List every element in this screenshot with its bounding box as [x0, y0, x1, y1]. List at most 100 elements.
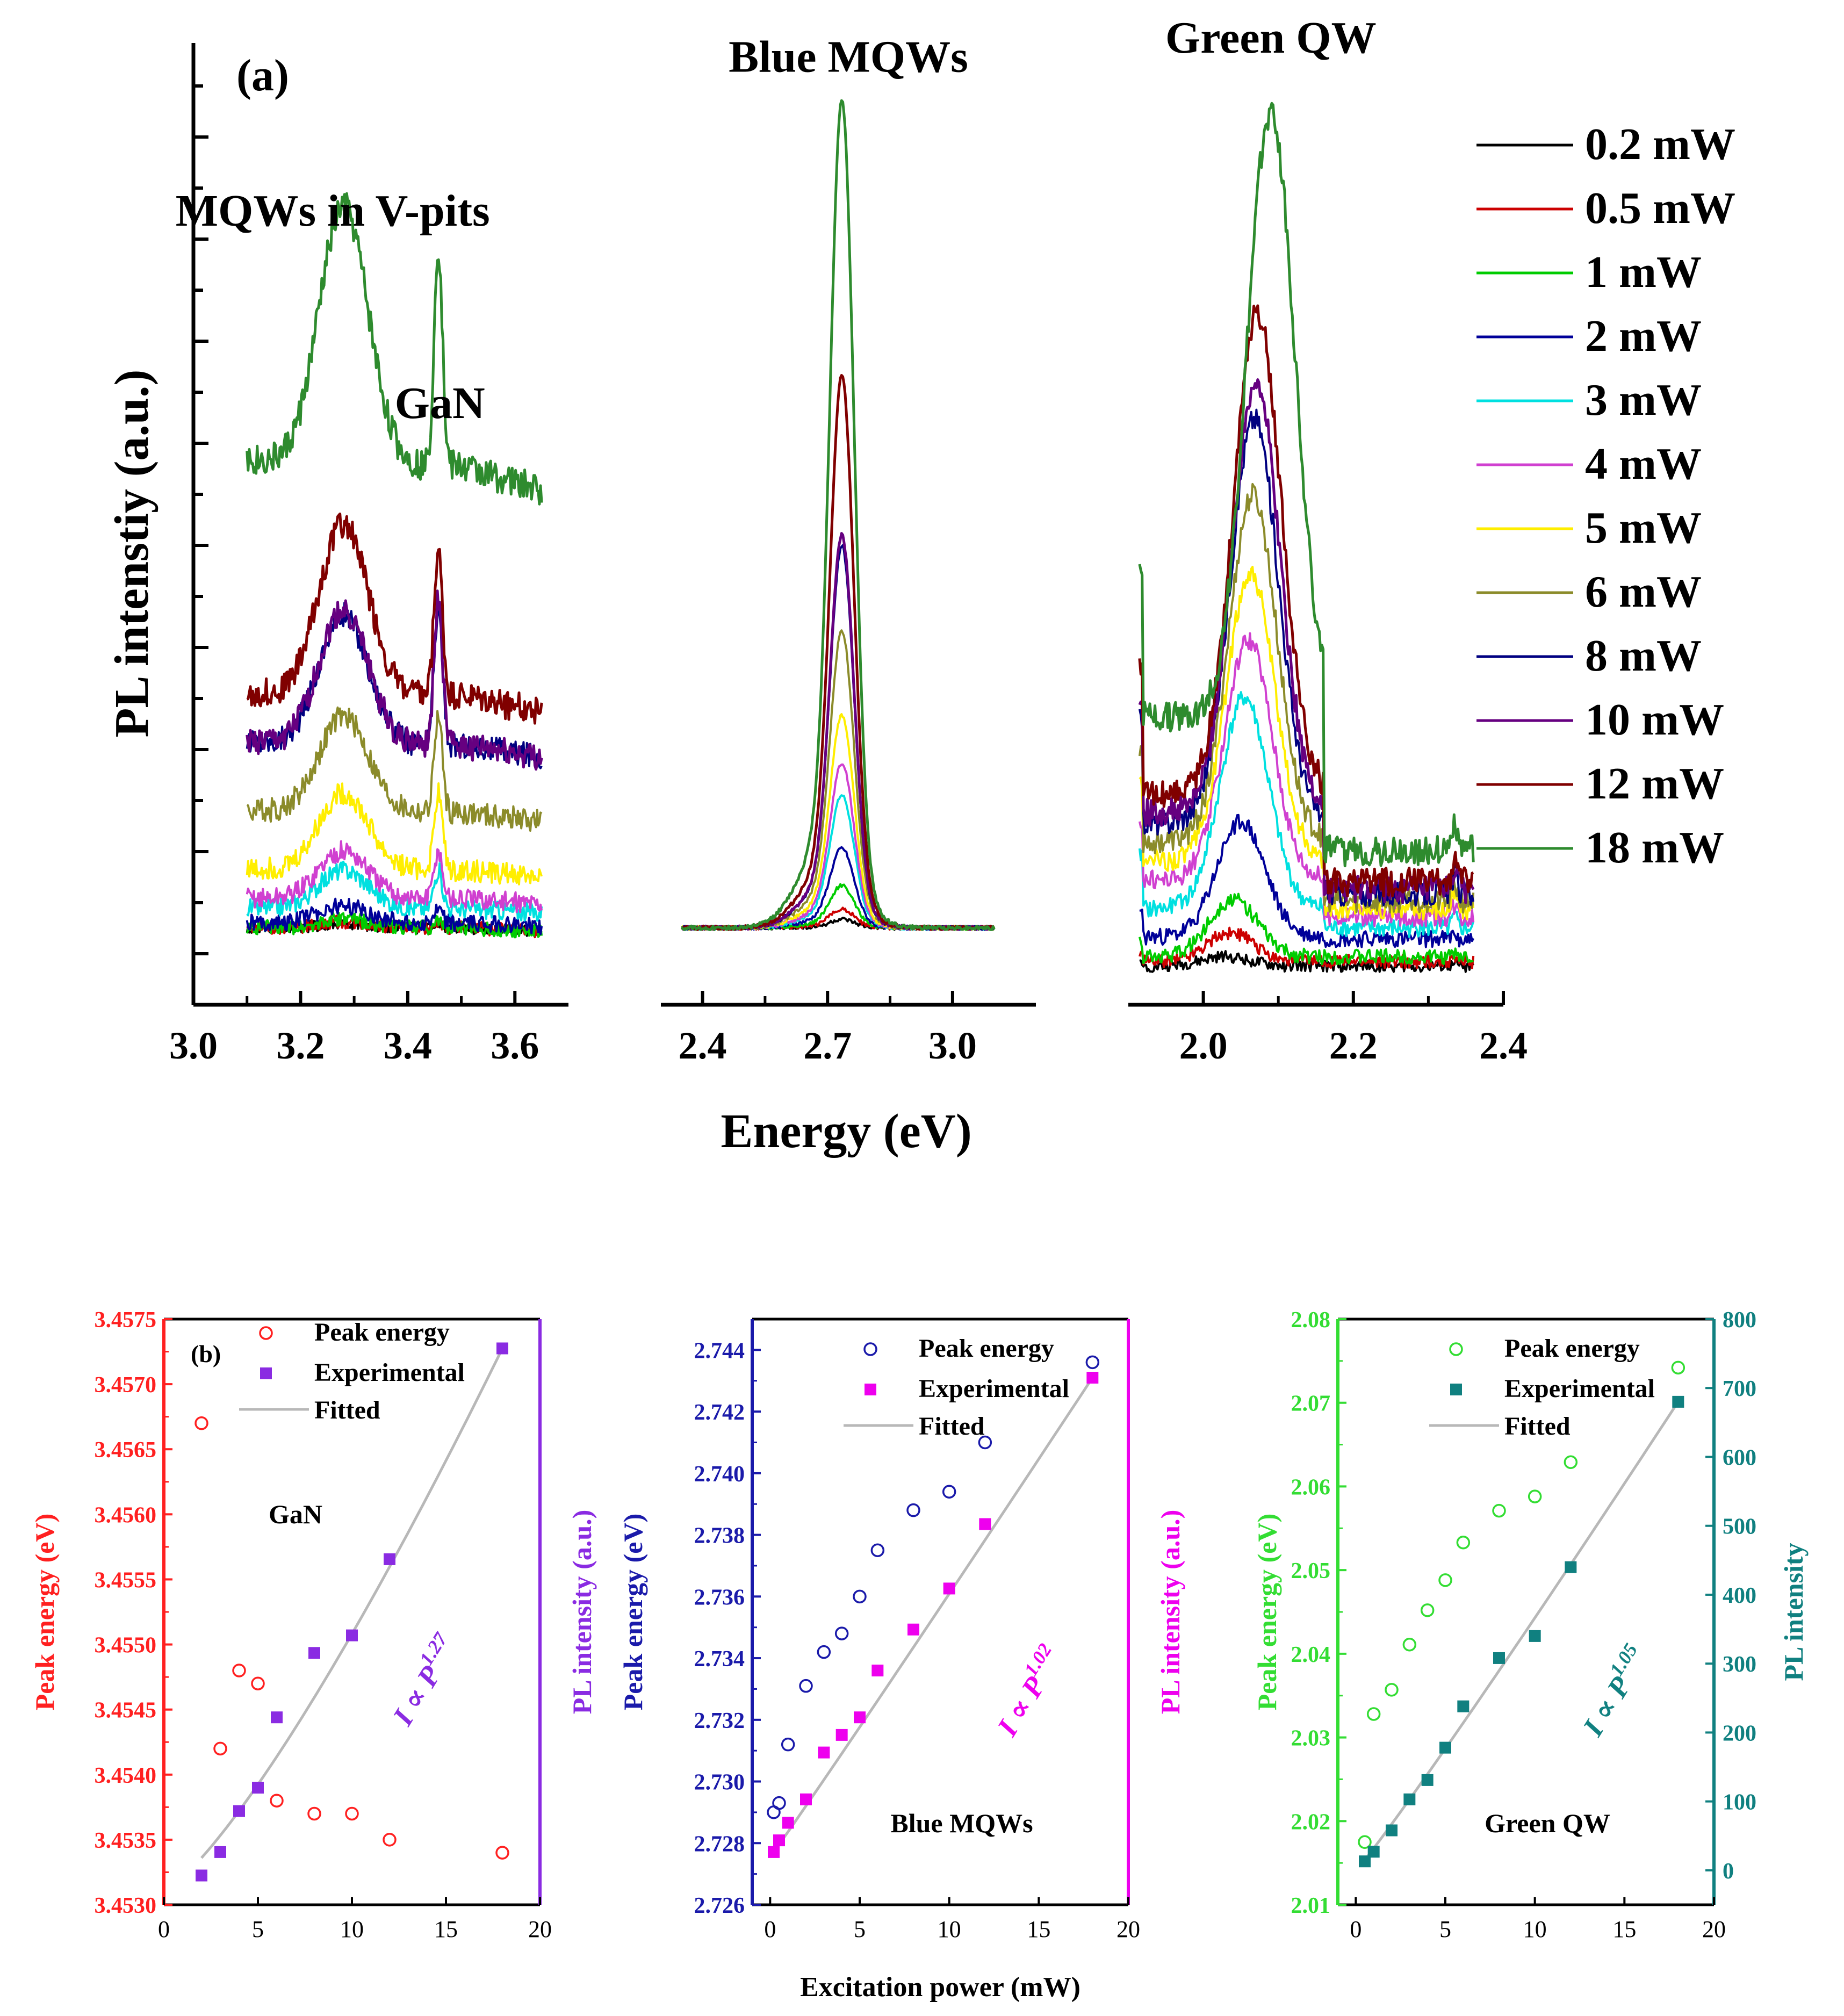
y-tick-label-left: 2.736: [694, 1585, 745, 1610]
y-tick-label-left: 3.4530: [95, 1893, 157, 1918]
y-tick-label-left: 2.08: [1291, 1308, 1331, 1333]
y-tick-label-left: 3.4565: [95, 1438, 157, 1463]
y-tick-label-left: 2.06: [1291, 1475, 1331, 1500]
x-tick-label: 2.4: [679, 1024, 727, 1067]
experimental-point: [1565, 1561, 1577, 1573]
x-tick-label: 2.4: [1479, 1024, 1528, 1067]
panel-a-xlabel: Energy (eV): [721, 1105, 971, 1158]
annotation-mqws-in-v-pits: MQWs in V-pits: [176, 186, 490, 236]
experimental-point: [871, 1665, 884, 1676]
panel-a-plots: 3.0 3.2 3.4 3.6 MQWs in V-pits GaN 2.4 2.7 3.0 Bl…: [169, 13, 1528, 1067]
y-tick-label-right: 300: [1723, 1652, 1756, 1677]
y-tick-label-left: 3.4535: [95, 1828, 157, 1853]
experimental-point: [1367, 1846, 1380, 1858]
experimental-point: [768, 1846, 780, 1858]
experimental-point: [1457, 1700, 1470, 1712]
experimental-point: [800, 1793, 812, 1805]
peak-energy-point: [1358, 1835, 1372, 1849]
experimental-point: [1359, 1855, 1371, 1868]
peak-energy-point: [834, 1626, 849, 1640]
x-tick-label: 3.0: [928, 1024, 977, 1067]
y-tick-label-left: 2.02: [1291, 1810, 1331, 1834]
x-tick-label: 20: [1117, 1916, 1140, 1942]
x-tick-label: 15: [1027, 1916, 1050, 1942]
x-tick-label: 2.2: [1329, 1024, 1378, 1067]
y-tick-label-left: 2.742: [694, 1400, 745, 1425]
experimental-point: [1403, 1793, 1416, 1805]
peak-energy-point: [1085, 1355, 1100, 1370]
experimental-point: [196, 1869, 207, 1882]
fitted-line-b1: [200, 1348, 504, 1859]
legend-label-0-2-mw: 0.2 mW: [1585, 119, 1735, 169]
spectrum-line-10-mw: [246, 589, 543, 771]
spectrum-line-3-mw: [1138, 691, 1475, 938]
legend-label-4-mw: 4 mW: [1585, 439, 1702, 489]
legend-marker-exp: [260, 1367, 272, 1379]
spectrum-line-1-mw: [681, 883, 995, 931]
y-tick-label-left: 3.4545: [95, 1698, 157, 1723]
experimental-point: [773, 1834, 785, 1847]
power-legend: 0.2 mW 0.5 mW 1 mW 2 mW 3 mW 4 mW 5 mW 6 mW 8 mW…: [1476, 119, 1735, 873]
y-tick-label-left: 2.03: [1291, 1726, 1331, 1751]
experimental-point: [1529, 1630, 1541, 1642]
experimental-point: [818, 1746, 830, 1759]
spectrum-a3: 2.0 2.2 2.4 Green QW: [1128, 13, 1528, 1067]
fit-law-text: I ∝ P1.05: [1572, 1639, 1655, 1742]
ylabel-left-b2: Peak energy (eV): [618, 1514, 648, 1711]
y-tick-label-left: 3.4570: [95, 1373, 157, 1398]
legend-fitted: Fitted: [919, 1412, 985, 1441]
spectrum-line-4-mw: [681, 763, 996, 931]
annotation-green-qw: Green QW: [1165, 13, 1377, 63]
legend-experimental: Experimental: [1504, 1374, 1655, 1403]
spectrum-line-1-mw: [246, 911, 543, 939]
peak-energy-point: [1564, 1455, 1578, 1470]
ylabel-right-b1: PL intensity (a.u.): [567, 1510, 597, 1715]
legend-marker-exp: [865, 1384, 876, 1395]
fit-annotation-b2: I ∝ P1.02: [986, 1639, 1069, 1742]
x-tick-label: 2.0: [1179, 1024, 1228, 1067]
fit-law-base: I ∝ P: [1576, 1671, 1638, 1742]
legend-fitted: Fitted: [314, 1396, 380, 1424]
peak-energy-point: [1366, 1707, 1381, 1721]
y-tick-label-right: 0: [1723, 1859, 1734, 1884]
legend-experimental: Experimental: [314, 1358, 465, 1387]
spectrum-line-2-mw: [246, 897, 543, 935]
panel-b-xlabel: Excitation power (mW): [800, 1972, 1081, 2003]
peak-energy-point: [213, 1741, 227, 1756]
x-tick-label: 0: [158, 1916, 170, 1942]
spectrum-line-12-mw: [246, 512, 543, 725]
fit-annotation-b1: I ∝ P1.27: [386, 1628, 452, 1732]
sample-title-b1: GaN: [269, 1499, 322, 1529]
peak-energy-point: [772, 1796, 786, 1810]
spectrum-line-6-mw: [681, 629, 996, 931]
experimental-point: [907, 1623, 919, 1636]
sample-title-b2: Blue MQWs: [890, 1808, 1033, 1838]
panel-a-label: (a): [236, 51, 289, 100]
spectrum-a1: 3.0 3.2 3.4 3.6 MQWs in V-pits GaN: [169, 43, 568, 1067]
ylabel-right-b3: PL intensity: [1778, 1543, 1809, 1681]
x-tick-label: 10: [340, 1916, 364, 1942]
y-tick-label-right: 400: [1723, 1583, 1756, 1608]
legend-label-5-mw: 5 mW: [1585, 503, 1702, 553]
legend-label-8-mw: 8 mW: [1585, 631, 1702, 681]
fitted-line-b3: [1364, 1401, 1680, 1861]
legend-marker-peak: [1449, 1342, 1463, 1356]
legend-label-0-5-mw: 0.5 mW: [1585, 183, 1735, 233]
spectrum-line-4-mw: [1138, 632, 1475, 927]
x-tick-label: 20: [1702, 1916, 1726, 1942]
y-tick-label-left: 2.04: [1291, 1643, 1331, 1667]
spectrum-line-18-mw: [246, 192, 543, 506]
x-tick-label: 3.0: [169, 1024, 218, 1067]
legend-marker-peak: [863, 1342, 877, 1356]
peak-energy-point: [1438, 1573, 1452, 1587]
experimental-point: [308, 1647, 320, 1659]
legend-marker-exp: [1450, 1384, 1462, 1395]
peak-energy-point: [383, 1833, 397, 1847]
fit-annotation-b3: I ∝ P1.05: [1572, 1639, 1655, 1742]
experimental-point: [1672, 1395, 1684, 1408]
fit-law-text: I ∝ P1.02: [986, 1639, 1069, 1742]
y-tick-label-left: 3.4555: [95, 1568, 157, 1593]
scatter-b3: 2.012.022.032.042.052.062.072.0801002003…: [1252, 1308, 1809, 1942]
spectrum-line-12-mw: [1138, 304, 1474, 898]
